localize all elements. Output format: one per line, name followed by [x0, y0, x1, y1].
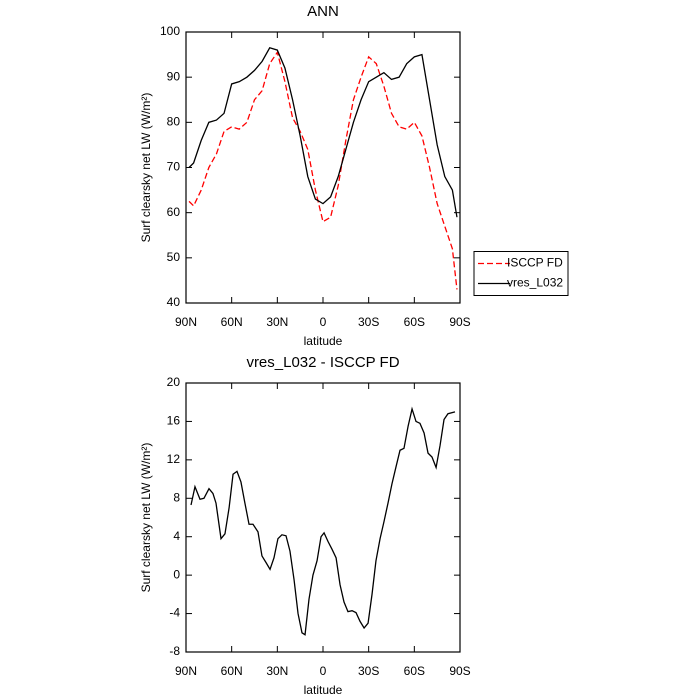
x-axis-label: latitude — [304, 683, 343, 697]
y-tick-label: 12 — [167, 452, 181, 466]
y-tick-label: 4 — [173, 529, 180, 543]
y-tick-label: 100 — [160, 24, 180, 38]
y-tick-label: 8 — [173, 490, 180, 504]
x-tick-label: 30S — [358, 315, 379, 329]
legend-label: vres_L032 — [507, 276, 563, 290]
chart-title: ANN — [307, 3, 339, 20]
y-tick-label: 20 — [167, 375, 181, 389]
data-line — [188, 47, 458, 218]
y-tick-label: -8 — [169, 644, 180, 658]
x-tick-label: 30N — [266, 315, 288, 329]
legend: ISCCP FD vres_L032 — [473, 251, 569, 296]
y-tick-label: -4 — [169, 606, 180, 620]
legend-label: ISCCP FD — [507, 256, 563, 270]
x-tick-label: 60N — [221, 315, 243, 329]
x-tick-label: 90N — [175, 664, 197, 678]
x-tick-label: 60S — [404, 315, 425, 329]
data-line — [190, 406, 456, 636]
y-tick-label: 16 — [167, 414, 181, 428]
y-tick-label: 60 — [167, 205, 181, 219]
data-line — [188, 50, 458, 290]
x-axis-label: latitude — [304, 334, 343, 348]
y-axis-label: Surf clearsky net LW (W/m²) — [139, 443, 153, 593]
y-tick-label: 40 — [167, 295, 181, 309]
x-tick-label: 90S — [449, 664, 470, 678]
y-tick-label: 90 — [167, 69, 181, 83]
x-tick-label: 60N — [221, 664, 243, 678]
plot-frame — [185, 382, 461, 653]
chart-title: vres_L032 - ISCCP FD — [246, 354, 399, 371]
plot-frame — [185, 31, 461, 304]
x-tick-label: 0 — [320, 664, 327, 678]
x-tick-label: 30S — [358, 664, 379, 678]
y-tick-label: 50 — [167, 250, 181, 264]
x-tick-label: 90N — [175, 315, 197, 329]
y-tick-label: 0 — [173, 567, 180, 581]
y-tick-label: 70 — [167, 160, 181, 174]
legend-box — [473, 251, 569, 296]
x-tick-label: 60S — [404, 664, 425, 678]
y-tick-label: 80 — [167, 115, 181, 129]
x-tick-label: 0 — [320, 315, 327, 329]
x-tick-label: 30N — [266, 664, 288, 678]
y-axis-label: Surf clearsky net LW (W/m²) — [139, 93, 153, 243]
x-tick-label: 90S — [449, 315, 470, 329]
